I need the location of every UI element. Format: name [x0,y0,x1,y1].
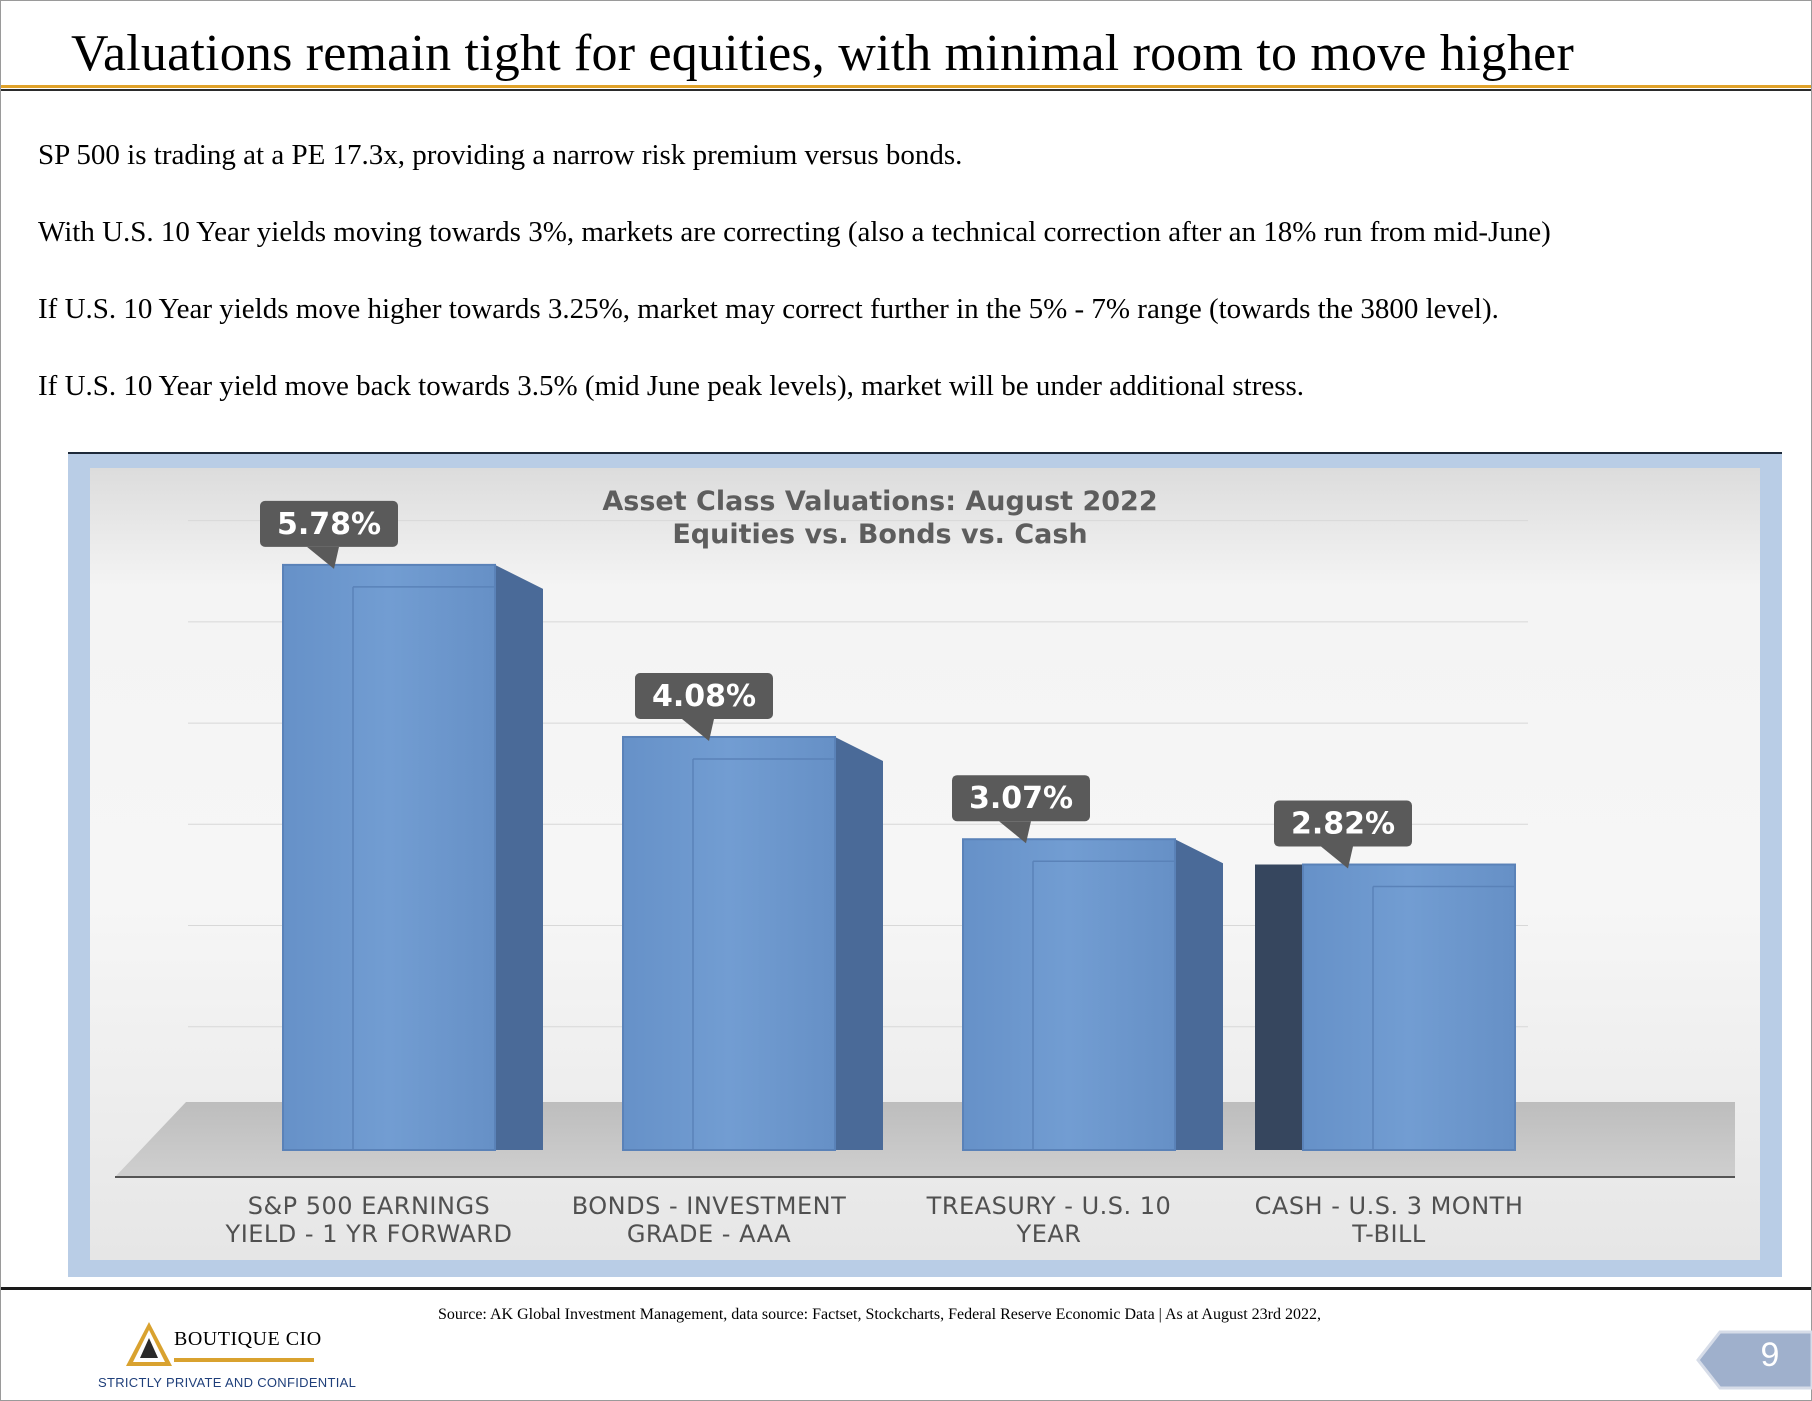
bar-group: 4.08% [622,672,883,1151]
logo-bar [174,1358,314,1362]
bar [1302,863,1516,1151]
bar-side-face [1255,864,1303,1150]
bar-side-face [1175,839,1223,1150]
chart-subtitle: Equities vs. Bonds vs. Cash [672,519,1087,550]
commentary-line: SP 500 is trading at a PE 17.3x, providi… [38,139,963,171]
bar [962,838,1176,1151]
source-note: Source: AK Global Investment Management,… [438,1306,1321,1323]
slide-title: Valuations remain tight for equities, wi… [71,25,1574,82]
title-rule-gold [1,85,1811,88]
bar-group: 3.07% [952,775,1223,1151]
data-label-box [635,672,773,719]
title-rule-dark [1,89,1811,91]
bar-group: 5.78% [260,500,543,1151]
data-label: 5.78% [277,507,381,542]
category-label: T-BILL [1351,1220,1426,1248]
valuation-bar-chart: Asset Class Valuations: August 2022 Equi… [90,468,1760,1260]
commentary-line: If U.S. 10 Year yield move back towards … [38,370,1305,402]
boutique-cio-logo: BOUTIQUE CIO [124,1320,364,1380]
data-label-pointer [307,546,339,569]
bar [622,735,836,1151]
data-label-pointer [682,718,714,741]
bar-side-face [835,736,883,1150]
category-label: YEAR [1016,1220,1082,1248]
data-label: 4.08% [652,679,756,714]
commentary-list: SP 500 is trading at a PE 17.3x, providi… [38,138,1551,446]
logo-name: BOUTIQUE CIO [174,1328,322,1350]
data-label-box [260,500,398,547]
data-label: 3.07% [969,781,1073,816]
category-label: S&P 500 EARNINGS [248,1192,491,1220]
bar-side-face [495,564,543,1150]
data-label-box [952,775,1090,822]
category-label: CASH - U.S. 3 MONTH [1255,1192,1524,1220]
commentary-line: With U.S. 10 Year yields moving towards … [38,216,1551,248]
page-badge [1696,1330,1812,1390]
chart-title: Asset Class Valuations: August 2022 [602,486,1157,517]
data-label-pointer [999,821,1031,844]
category-label: GRADE - AAA [627,1220,791,1248]
data-label: 2.82% [1291,807,1395,842]
confidentiality-notice: STRICTLY PRIVATE AND CONFIDENTIAL [98,1375,357,1390]
data-label-pointer [1321,846,1353,869]
page-number: 9 [1760,1336,1780,1374]
chart-panel: Asset Class Valuations: August 2022 Equi… [68,452,1782,1277]
category-label: BONDS - INVESTMENT [572,1192,847,1220]
data-label-box [1274,800,1412,847]
bar-series: 5.78% 4.08% 3.07% 2.82% [260,500,1516,1151]
commentary-line: If U.S. 10 Year yields move higher towar… [38,293,1499,325]
chart-top-rule [68,452,1782,454]
bar [282,563,496,1151]
bar-group: 2.82% [1255,800,1516,1151]
category-label: TREASURY - U.S. 10 [926,1192,1172,1220]
footer-rule [1,1287,1811,1290]
category-label: YIELD - 1 YR FORWARD [225,1220,513,1248]
logo-triangle-icon [126,1322,172,1366]
